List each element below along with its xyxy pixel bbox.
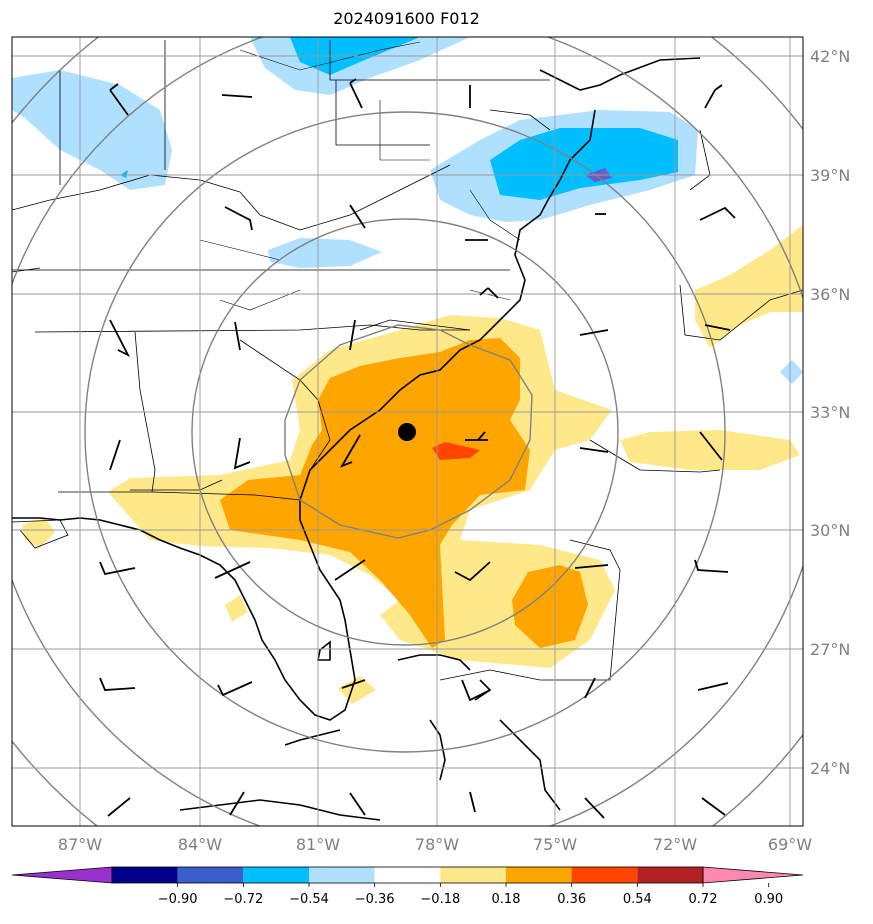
lon-label: 72°W	[653, 835, 697, 854]
colorbar-segment	[309, 867, 375, 883]
colorbar-frame	[111, 866, 704, 884]
lat-label: 24°N	[810, 759, 850, 778]
lat-label: 30°N	[810, 521, 850, 540]
colorbar-tick-label: −0.36	[355, 892, 395, 907]
negative-field	[12, 37, 803, 384]
colorbar-segment	[374, 867, 441, 883]
colorbar-tick-label: 0.90	[754, 892, 783, 907]
lon-label: 87°W	[58, 835, 102, 854]
lat-label: 39°N	[810, 166, 850, 185]
map-title: 2024091600 F012	[333, 9, 480, 28]
lon-label: 69°W	[768, 835, 812, 854]
lon-label: 81°W	[296, 835, 340, 854]
storm-center-marker	[398, 423, 416, 441]
colorbar-tick-label: −0.72	[223, 892, 263, 907]
colorbar-tick-label: −0.18	[420, 892, 460, 907]
colorbar-segment	[243, 867, 309, 883]
lon-label: 75°W	[533, 835, 577, 854]
lon-label: 84°W	[178, 835, 222, 854]
colorbar-tick-label: 0.54	[623, 892, 652, 907]
colorbar-segment	[177, 867, 244, 883]
colorbar-segment	[440, 867, 506, 883]
lat-label: 33°N	[810, 403, 850, 422]
lat-label: 36°N	[810, 285, 850, 304]
colorbar-tick-label: −0.54	[289, 892, 329, 907]
lon-label: 78°W	[415, 835, 459, 854]
colorbar-tick-label: 0.18	[492, 892, 521, 907]
latitude-labels: 42°N 39°N 36°N 33°N 30°N 27°N 24°N	[810, 47, 850, 778]
colorbar: −0.90 −0.72 −0.54 −0.36 −0.18 0.18 0.36 0.54 0.7…	[11, 866, 804, 907]
lat-label: 27°N	[810, 640, 850, 659]
colorbar-tick-label: −0.90	[158, 892, 198, 907]
longitude-labels: 87°W 84°W 81°W 78°W 75°W 72°W 69°W	[58, 835, 812, 854]
inland-borders	[199, 41, 521, 311]
lat-label: 42°N	[810, 47, 850, 66]
positive-field	[22, 225, 803, 704]
colorbar-extend-min	[11, 866, 113, 884]
colorbar-tick-label: 0.36	[557, 892, 586, 907]
map-frame	[11, 36, 804, 827]
colorbar-segment	[112, 867, 178, 883]
colorbar-segment	[637, 867, 703, 883]
wind-barbs	[99, 78, 736, 819]
colorbar-segment	[506, 867, 572, 883]
colorbar-segment	[571, 867, 638, 883]
colorbar-tick-label: 0.72	[689, 892, 718, 907]
colorbar-extend-max	[702, 866, 804, 884]
graticule	[12, 37, 803, 826]
